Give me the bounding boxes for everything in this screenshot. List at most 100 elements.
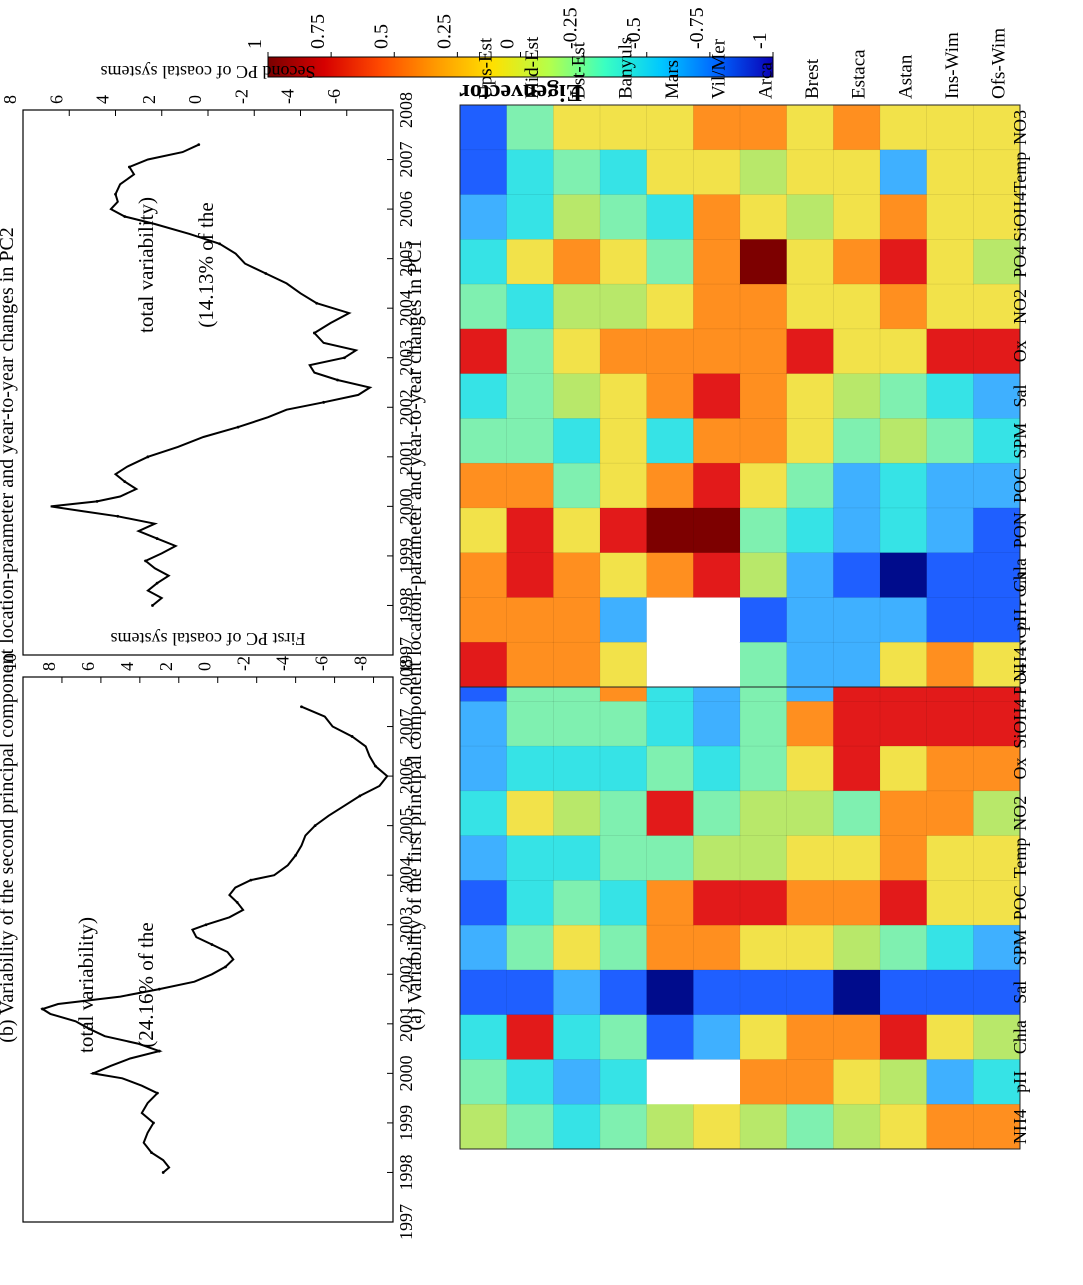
heatmap-cell: [505, 924, 554, 971]
heatmap-cell: [460, 105, 507, 151]
heatmap-cells: [460, 105, 1020, 687]
heatmap-cell: [879, 596, 927, 643]
heatmap-cell: [460, 417, 507, 464]
heatmap-cell: [505, 417, 554, 464]
heatmap-y-label: POC: [1010, 468, 1030, 503]
heatmap-cell: [645, 924, 694, 971]
x-tick-label: 2001: [396, 439, 416, 475]
heatmap-cell: [925, 372, 974, 419]
colorbar-tick-label: 0: [497, 39, 519, 49]
pc-series-point: [197, 143, 201, 147]
heatmap-cell: [460, 596, 507, 643]
heatmap-cell: [552, 969, 601, 1015]
heatmap-x-label: Mars: [662, 60, 683, 99]
heatmap-cell: [832, 969, 881, 1015]
heatmap-cell: [692, 148, 741, 195]
x-tick-label: 2002: [396, 389, 416, 425]
heatmap-cell: [832, 1013, 881, 1060]
heatmap-cell: [505, 879, 554, 926]
heatmap-cell: [925, 1058, 974, 1105]
y-tick-label: 0: [185, 95, 205, 104]
heatmap-cell: [972, 148, 1020, 195]
x-tick-label: 2003: [396, 907, 416, 943]
heatmap-cell: [739, 641, 787, 687]
heatmap-cell: [645, 417, 694, 464]
x-tick-label: 2005: [396, 241, 416, 277]
heatmap-cell: [785, 789, 834, 836]
heatmap-cell: [925, 462, 974, 509]
heatmap-cell: [832, 462, 881, 509]
heatmap-cell: [879, 1058, 927, 1105]
heatmap-cell: [972, 283, 1020, 330]
y-tick-label: 10: [0, 653, 20, 671]
heatmap-cell: [505, 1058, 554, 1105]
heatmap-y-label: Ox: [1010, 340, 1030, 362]
heatmap-cell: [739, 283, 787, 330]
heatmap-cell: [692, 417, 741, 464]
heatmap-cell: [785, 879, 834, 926]
heatmap-x-label: Astan: [895, 54, 916, 99]
heatmap-cell: [460, 745, 507, 792]
heatmap-cell: [505, 105, 554, 151]
heatmap-cell: [505, 1013, 554, 1060]
pc-series-point: [123, 215, 127, 218]
heatmap-cell: [552, 924, 601, 971]
heatmap-cell: [925, 148, 974, 195]
heatmap-cell: [785, 1058, 834, 1105]
pc-series-point: [161, 1171, 165, 1174]
heatmap-cell: [552, 417, 601, 464]
heatmap-cell: [739, 1058, 787, 1105]
panel-a-title: (a) Variability of the first principal c…: [404, 239, 426, 1030]
x-tick-label: 2004: [396, 290, 416, 326]
heatmap-cell: [692, 789, 741, 836]
heatmap-cell: [925, 283, 974, 330]
colorbar-tick-label: -0.5: [623, 17, 645, 49]
heatmap-cell: [505, 193, 554, 240]
heatmap-cell: [739, 969, 787, 1015]
heatmap-cell: [646, 1058, 694, 1105]
heatmap-cell: [879, 417, 927, 464]
y-tick-label: 2: [139, 95, 159, 104]
heatmap-cell: [925, 879, 974, 926]
pc-series-point: [313, 824, 317, 828]
heatmap-x-label: Arca: [755, 62, 776, 99]
pc-series-point: [218, 242, 221, 246]
heatmap-cell: [552, 1103, 601, 1149]
heatmap-cell: [879, 700, 927, 747]
heatmap-cell: [972, 551, 1020, 598]
panel-b: (b) Variability of the second principal …: [0, 28, 1030, 1043]
heatmap-cell: [972, 417, 1020, 464]
heatmap-cell: [552, 283, 601, 330]
heatmap-cell: [692, 507, 741, 553]
heatmap-cell: [599, 700, 647, 747]
heatmap-cell: [832, 105, 881, 151]
heatmap-cell: [832, 551, 881, 598]
pc-series-point: [91, 1071, 95, 1075]
heatmap-cell: [785, 462, 834, 509]
colorbar-tick-label: 1: [244, 39, 266, 49]
heatmap-cell: [972, 834, 1020, 881]
heatmap-cell: [879, 879, 927, 926]
heatmap-cell: [552, 700, 601, 747]
pc-series-point: [210, 943, 214, 946]
heatmap-cell: [645, 507, 694, 553]
heatmap-cell: [460, 1058, 507, 1105]
x-tick-label: 1998: [396, 587, 416, 623]
heatmap-cell: [785, 924, 834, 971]
heatmap-cell: [645, 148, 694, 195]
pc-series-point: [95, 500, 99, 503]
heatmap-y-label: pH: [1010, 1071, 1030, 1093]
heatmap-x-label: Banyuls: [615, 37, 636, 99]
heatmap-cell: [785, 327, 834, 374]
heatmap-x-label: Estaca: [849, 49, 870, 99]
y-tick-label: 8: [0, 95, 20, 104]
heatmap-cell: [832, 327, 881, 374]
heatmap-cell: [460, 1013, 507, 1060]
x-tick-label: 2007: [396, 142, 416, 178]
x-tick-label: 2000: [396, 1055, 416, 1091]
heatmap-cell: [645, 372, 694, 419]
heatmap-cell: [645, 283, 694, 330]
heatmap-y-label: NH4: [1010, 1109, 1030, 1144]
heatmap-cell: [879, 969, 927, 1015]
heatmap-cell: [645, 969, 694, 1015]
